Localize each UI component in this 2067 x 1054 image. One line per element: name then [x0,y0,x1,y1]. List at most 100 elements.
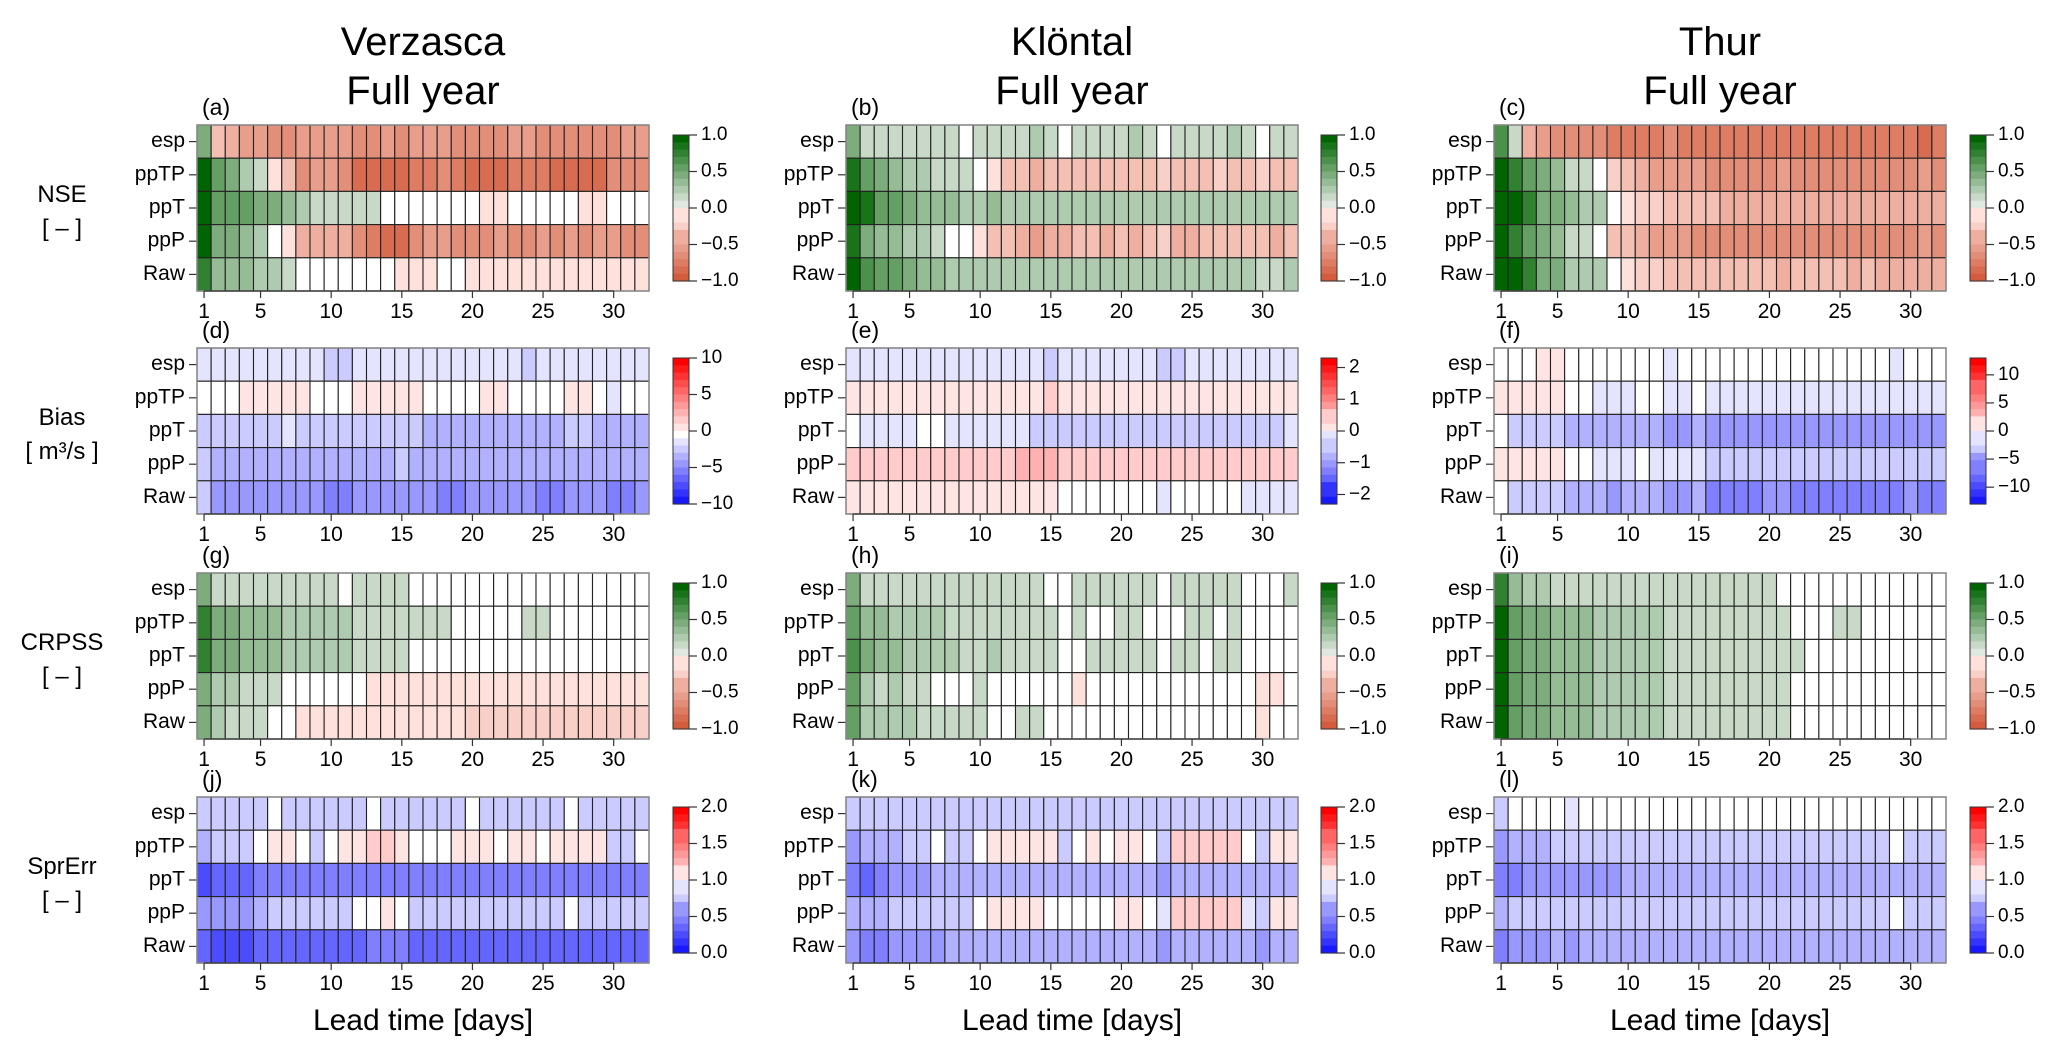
colorbar-segment [673,923,689,932]
heatmap-cell [620,157,636,192]
heatmap-cell [394,896,410,931]
heatmap-cell [309,257,325,292]
heatmap-cell [1269,480,1285,515]
heatmap-cell [1832,157,1848,192]
colorbar-segment [1321,489,1337,498]
heatmap-cell [1903,896,1919,931]
heatmap-cell [1255,929,1271,964]
row-label: Raw [1440,934,1483,957]
heatmap-cell [535,929,551,964]
heatmap-cell [1747,447,1763,482]
heatmap-cell [1142,862,1158,898]
x-tick-label: 25 [1828,748,1851,771]
heatmap-cell [1156,224,1172,259]
heatmap-cell [1790,672,1806,707]
heatmap-cell [845,124,861,159]
heatmap-cell [1818,347,1834,382]
heatmap-cell [1903,124,1919,159]
x-tick-label: 15 [1039,523,1062,546]
row-label: ppTP [1432,385,1482,408]
heatmap-cell [1549,480,1566,515]
heatmap-cell [1719,829,1735,864]
heatmap-cell [493,862,509,898]
heatmap-cell [1184,413,1200,449]
heatmap-cell [365,929,382,964]
heatmap-cell [507,347,523,382]
x-tick-label: 1 [1495,972,1507,995]
heatmap-cell [1620,862,1636,898]
heatmap-cell [1620,124,1636,159]
row-label: ppP [1445,452,1482,475]
heatmap-cell [634,157,650,192]
heatmap-cell [1057,829,1073,864]
heatmap-cell [224,124,240,159]
heatmap-cell [493,347,509,382]
colorbar-segment [1321,894,1337,903]
row-label: Raw [792,485,835,508]
heatmap-cell [436,638,452,674]
heatmap-cell [1775,929,1792,964]
heatmap-cell [1761,929,1778,964]
heatmap-cell [323,380,339,415]
heatmap-cell [210,157,226,192]
heatmap-cell [535,896,551,931]
colorbar-segment [1970,215,1986,224]
heatmap-cell [859,124,875,159]
heatmap-cell [1691,796,1707,831]
heatmap-cell [1578,572,1594,607]
heatmap-cell [1000,796,1017,831]
colorbar-segment [673,266,689,275]
heatmap-cell [450,862,466,898]
heatmap-cell [563,480,579,515]
colorbar-tick-label: 1.0 [1998,124,2024,145]
colorbar-tick-label: 1.5 [1998,833,2024,854]
heatmap-cell [224,380,240,415]
heatmap-cell [323,896,339,931]
metric-label: NSE [37,181,86,208]
row-label: ppTP [1432,834,1482,857]
heatmap-cell [1099,572,1115,607]
heatmap-cell [1620,638,1636,674]
x-tick-label: 30 [602,523,625,546]
colorbar-segment [1970,880,1986,888]
heatmap-cell [1606,413,1622,449]
heatmap-cell [365,896,382,931]
colorbar-segment [673,482,689,490]
heatmap-cell [1818,705,1834,740]
heatmap-cell [380,447,396,482]
heatmap-cell [1507,347,1523,382]
heatmap-cell [1705,224,1721,259]
heatmap-cell [281,380,297,415]
heatmap-cell [1142,796,1158,831]
heatmap-cell [549,638,565,674]
heatmap-cell [1747,672,1763,707]
heatmap-cell [1634,380,1650,415]
x-tick-label: 5 [1552,748,1564,771]
heatmap-cell [1860,447,1876,482]
heatmap-cell [1142,413,1158,449]
heatmap-cell [1677,413,1693,449]
colorbar-segment [1970,135,1986,143]
colorbar-tick-label: −10 [701,493,733,514]
heatmap-cell [1564,929,1580,964]
heatmap-cell [1888,896,1905,931]
heatmap-cell [1691,124,1707,159]
heatmap-cell [1578,380,1594,415]
heatmap-cell [1874,796,1891,831]
heatmap-cell [1846,347,1862,382]
heatmap-cell [309,447,325,482]
heatmap-cell [1184,447,1200,482]
heatmap-cell [577,896,594,931]
heatmap-cell [1142,672,1158,707]
heatmap-cell [1903,413,1919,449]
colorbar-tick-label: −5 [1998,448,2020,469]
heatmap-cell [1648,829,1665,864]
heatmap-cell [1917,380,1933,415]
heatmap-cell [535,829,551,864]
heatmap-cell [916,796,932,831]
heatmap-cell [1240,190,1257,226]
row-label: Raw [143,934,186,957]
heatmap-cell [1564,829,1580,864]
heatmap-cell [535,796,551,831]
heatmap-cell [1917,124,1933,159]
